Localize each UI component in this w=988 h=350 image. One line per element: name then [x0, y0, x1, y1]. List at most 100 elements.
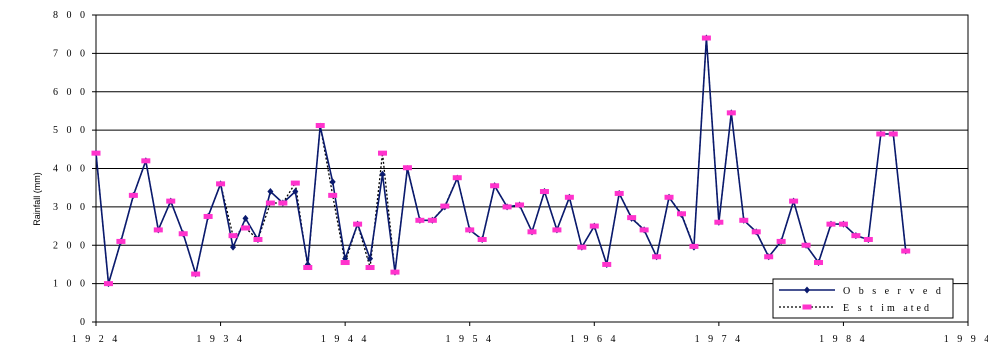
estimated-point — [801, 242, 811, 248]
estimated-point — [863, 236, 873, 242]
estimated-point — [353, 221, 363, 227]
x-tick-label: 1 9 3 4 — [196, 334, 245, 345]
estimated-point — [265, 200, 275, 206]
estimated-point — [203, 213, 213, 219]
estimated-point — [228, 233, 238, 239]
estimated-point — [178, 231, 188, 237]
estimated-point — [564, 194, 574, 200]
estimated-point — [216, 181, 226, 187]
estimated-series-line — [95, 37, 907, 284]
x-tick-label: 1 9 4 4 — [321, 334, 370, 345]
estimated-point — [552, 227, 562, 233]
estimated-point — [452, 175, 462, 181]
estimated-point — [278, 200, 288, 206]
estimated-point — [901, 248, 911, 254]
estimated-point — [240, 225, 250, 231]
estimated-point — [465, 227, 475, 233]
y-tick-label: 5 0 0 — [53, 125, 88, 136]
estimated-point — [577, 244, 587, 250]
observed-point — [230, 243, 237, 251]
legend-estimated-label: E s t im ated — [843, 303, 932, 314]
horizontal-gridlines — [96, 52, 968, 285]
estimated-point — [191, 271, 201, 277]
estimated-point — [789, 198, 799, 204]
x-tick-label: 1 9 7 4 — [695, 334, 744, 345]
estimated-point — [340, 260, 350, 266]
estimated-point — [402, 165, 412, 171]
estimated-point — [714, 219, 724, 225]
estimated-point — [290, 180, 300, 186]
y-axis-label: Rainfall (mm) — [32, 172, 42, 226]
estimated-point — [851, 233, 861, 239]
y-tick-label: 3 0 0 — [53, 202, 88, 213]
estimated-point — [689, 243, 699, 249]
y-tick-label: 4 0 0 — [53, 164, 88, 175]
estimated-point — [378, 150, 388, 156]
estimated-point — [539, 189, 549, 195]
x-tick-label: 1 9 6 4 — [570, 334, 619, 345]
estimated-point — [253, 236, 263, 242]
x-tick-label: 1 9 8 4 — [819, 334, 868, 345]
estimated-point — [751, 229, 761, 235]
x-tick-label: 1 9 5 4 — [445, 334, 494, 345]
estimated-point — [589, 223, 599, 229]
estimated-point — [639, 227, 649, 233]
estimated-point — [116, 238, 126, 244]
estimated-point — [365, 265, 375, 271]
estimated-point — [427, 217, 437, 223]
x-tick-label: 1 9 9 4 — [944, 334, 988, 345]
legend-estimated-marker — [802, 304, 812, 310]
estimated-point — [390, 269, 400, 275]
estimated-point — [814, 260, 824, 266]
estimated-point — [838, 221, 848, 227]
estimated-point — [141, 158, 151, 164]
legend-observed-label: O b s e r v e d — [843, 286, 944, 297]
estimated-point — [676, 211, 686, 217]
estimated-point — [303, 265, 313, 271]
estimated-point — [166, 198, 176, 204]
estimated-point — [627, 215, 637, 221]
estimated-point — [128, 192, 138, 198]
observed-point — [242, 214, 249, 222]
y-tick-label: 1 0 0 — [53, 279, 88, 290]
estimated-point — [103, 281, 113, 287]
estimated-point — [614, 190, 624, 196]
estimated-point — [502, 204, 512, 210]
estimated-point — [515, 202, 525, 208]
estimated-point — [876, 131, 886, 137]
y-tick-label: 0 — [80, 317, 88, 328]
estimated-point — [415, 217, 425, 223]
estimated-point — [776, 238, 786, 244]
estimated-point — [652, 254, 662, 260]
observed-series-line — [95, 37, 907, 284]
estimated-point — [602, 261, 612, 267]
estimated-point — [701, 35, 711, 41]
legend: O b s e r v e d E s t im ated — [772, 278, 954, 319]
y-tick-label: 8 0 0 — [53, 10, 88, 21]
estimated-point — [888, 131, 898, 137]
estimated-point — [664, 194, 674, 200]
estimated-point — [490, 183, 500, 189]
estimated-point — [440, 203, 450, 209]
y-tick-label: 6 0 0 — [53, 87, 88, 98]
observed-point — [367, 255, 374, 263]
observed-point — [329, 178, 336, 186]
legend-observed-marker — [804, 286, 810, 294]
legend-box — [772, 278, 954, 319]
estimated-point — [726, 110, 736, 116]
axes — [92, 14, 969, 326]
estimated-point — [153, 227, 163, 233]
y-tick-label: 2 0 0 — [53, 240, 88, 251]
estimated-point — [826, 221, 836, 227]
observed-point — [379, 170, 386, 178]
y-tick-label: 7 0 0 — [53, 48, 88, 59]
x-tick-labels: 1 9 2 4 1 9 3 4 1 9 4 4 1 9 5 4 1 9 6 4 1 9 7… — [72, 334, 988, 345]
observed-point — [292, 188, 299, 196]
estimated-point — [315, 123, 325, 129]
x-tick-label: 1 9 2 4 — [72, 334, 121, 345]
y-tick-labels: 0 1 0 0 2 0 0 3 0 0 4 0 0 5 0 0 6 0 0 7 0 0 8 0 … — [53, 10, 88, 328]
estimated-point — [91, 150, 101, 156]
estimated-point — [527, 229, 537, 235]
estimated-point — [328, 192, 338, 198]
series-layer — [91, 34, 911, 288]
